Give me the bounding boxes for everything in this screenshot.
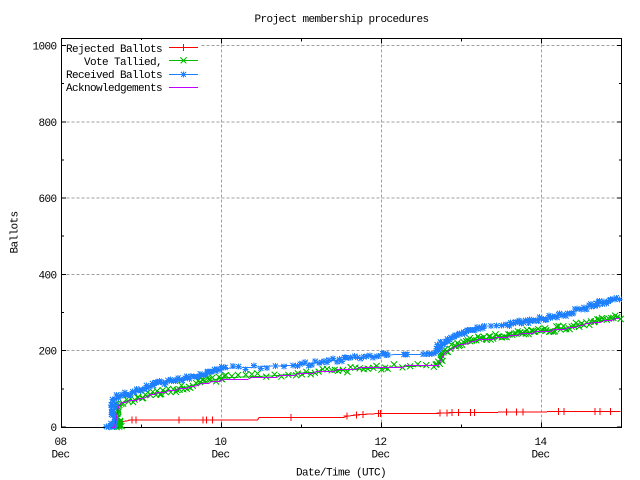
svg-text:200: 200 — [38, 347, 56, 359]
svg-text:Dec: Dec — [531, 450, 549, 462]
svg-text:400: 400 — [38, 270, 56, 282]
svg-text:Dec: Dec — [211, 450, 229, 462]
svg-text:Ballots: Ballots — [10, 211, 22, 253]
svg-text:10: 10 — [214, 437, 226, 449]
svg-text:Project membership procedures: Project membership procedures — [254, 14, 428, 26]
svg-text:Vote Tallied,: Vote Tallied, — [84, 57, 162, 69]
svg-text:14: 14 — [534, 437, 547, 449]
svg-text:Date/Time (UTC): Date/Time (UTC) — [296, 468, 386, 480]
svg-text:600: 600 — [38, 194, 56, 206]
svg-text:Dec: Dec — [371, 450, 389, 462]
svg-text:0: 0 — [50, 423, 56, 435]
svg-text:1000: 1000 — [32, 42, 56, 54]
svg-text:Rejected Ballots: Rejected Ballots — [66, 44, 162, 56]
svg-text:Received Ballots: Received Ballots — [66, 70, 162, 82]
svg-text:Dec: Dec — [51, 450, 69, 462]
svg-text:Acknowledgements: Acknowledgements — [66, 83, 162, 95]
svg-text:08: 08 — [54, 437, 66, 449]
svg-text:12: 12 — [374, 437, 386, 449]
svg-text:800: 800 — [38, 118, 56, 130]
